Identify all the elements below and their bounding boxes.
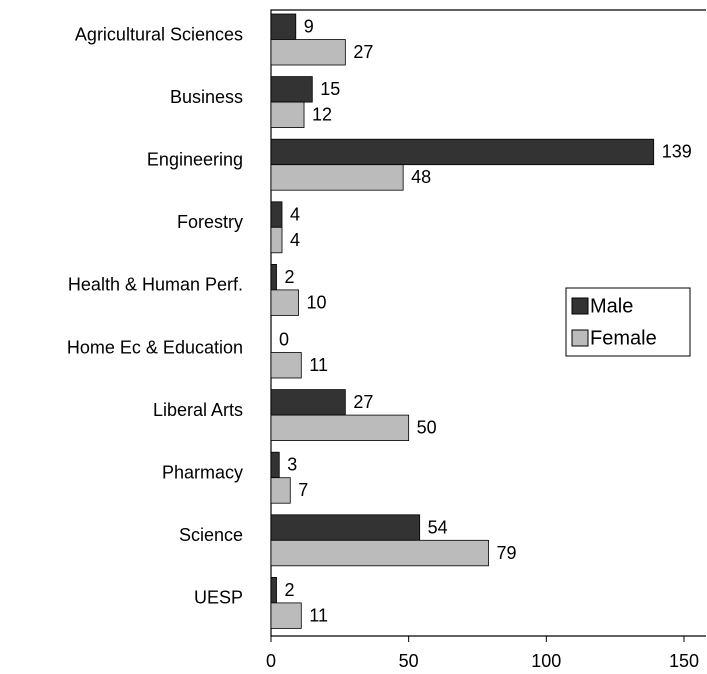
bar [270,577,277,604]
category-label: Liberal Arts [153,400,243,420]
plot-frame [270,9,706,637]
legend-label: Female [590,327,657,349]
value-label: 50 [417,418,437,438]
value-label: 139 [662,142,692,162]
value-label: 79 [497,543,517,563]
value-label: 4 [290,230,300,250]
value-label: 10 [307,292,327,312]
value-label: 27 [353,392,373,412]
category-label: Forestry [177,212,243,232]
value-label: 12 [312,105,332,125]
bar [270,477,291,504]
value-label: 27 [353,42,373,62]
bar [270,201,283,228]
value-label: 2 [285,580,295,600]
legend-swatch [571,329,589,347]
value-label: 48 [411,167,431,187]
legend-swatch [571,297,589,315]
value-label: 9 [304,17,314,37]
bar [270,289,299,316]
category-label: Home Ec & Education [67,337,243,357]
bar [270,263,277,291]
category-label: Science [179,525,243,545]
x-tick-label: 50 [399,651,419,671]
value-label: 7 [298,480,308,500]
bar [270,352,302,379]
bar [270,539,489,567]
bar [270,226,283,254]
x-tick-label: 0 [266,651,276,671]
bar [270,138,655,166]
value-label: 4 [290,204,300,224]
value-label: 3 [287,455,297,475]
bar [270,451,280,479]
value-label: 0 [279,330,289,350]
bar [270,414,410,442]
bar [270,164,404,191]
bar [270,101,305,128]
value-label: 11 [309,605,328,625]
bar [270,13,297,40]
value-label: 54 [428,517,448,537]
bar [270,76,313,103]
value-label: 2 [285,267,295,287]
bar [270,514,421,541]
category-label: Engineering [147,149,243,169]
bar [270,389,346,416]
category-label: UESP [194,588,243,608]
value-label: 15 [320,79,340,99]
category-label: Business [170,87,243,107]
x-tick-label: 100 [531,651,561,671]
x-tick-label: 150 [669,651,699,671]
category-label: Health & Human Perf. [68,275,243,295]
bar [270,39,346,66]
legend-label: Male [590,295,633,317]
category-label: Pharmacy [162,462,243,482]
value-label: 11 [309,355,328,375]
bar [270,602,302,629]
category-label: Agricultural Sciences [75,24,243,44]
